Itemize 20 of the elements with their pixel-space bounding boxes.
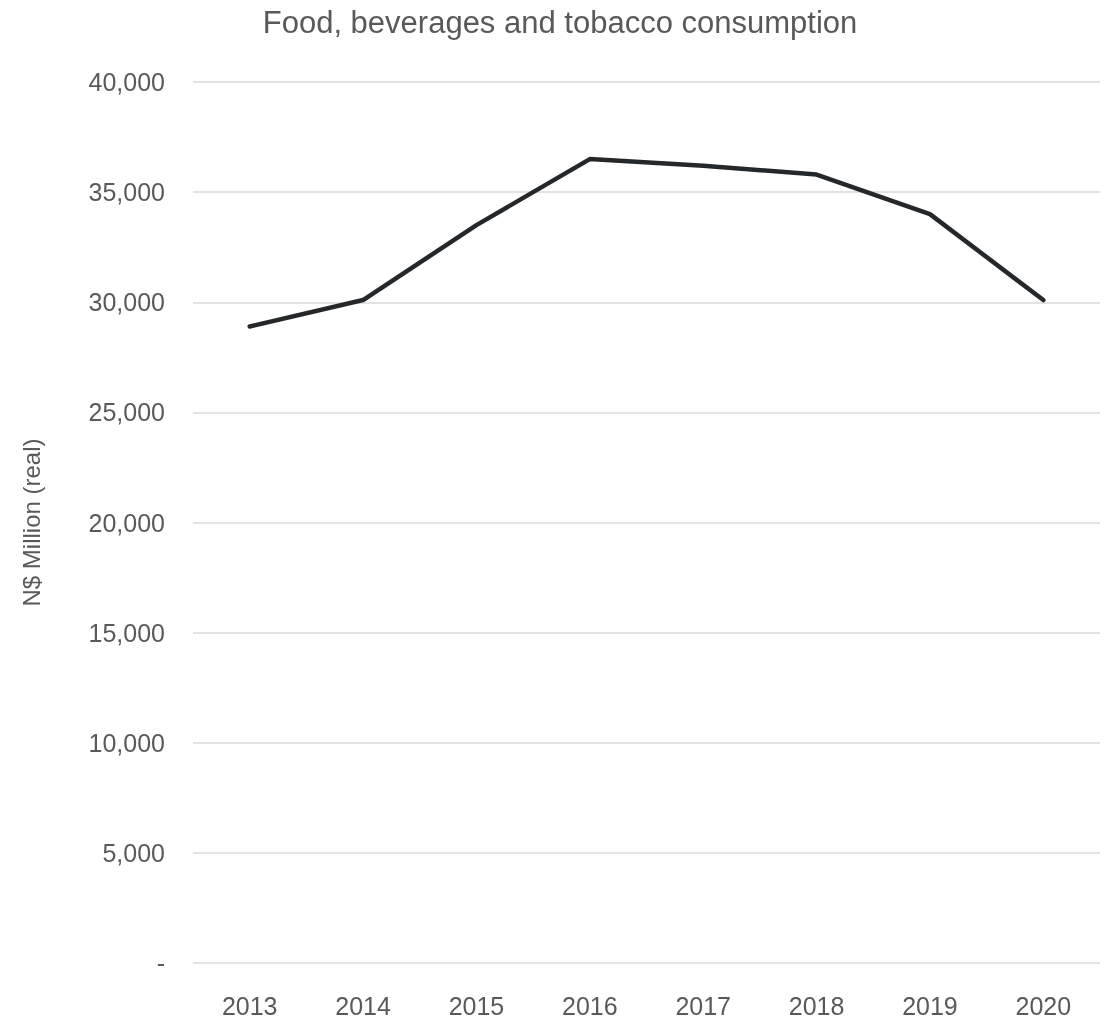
x-tick-label: 2020	[1015, 991, 1072, 1020]
y-tick-label: 5,000	[102, 838, 165, 867]
y-tick-label: 15,000	[88, 618, 165, 647]
x-tick-label: 2017	[675, 991, 731, 1020]
x-tick-label: 2013	[221, 991, 278, 1020]
x-tick-label: 2014	[335, 991, 391, 1020]
y-tick-label: 20,000	[88, 508, 165, 537]
y-tick-label: 30,000	[88, 288, 165, 317]
y-axis-title: N$ Million (real)	[17, 438, 45, 607]
chart-title: Food, beverages and tobacco consumption	[262, 5, 858, 40]
y-tick-label: 10,000	[88, 728, 165, 757]
x-tick-label: 2015	[448, 991, 505, 1020]
y-tick-label: 40,000	[88, 68, 165, 96]
x-tick-label: 2019	[902, 991, 958, 1020]
y-tick-label: -	[156, 949, 165, 977]
y-tick-label: 25,000	[88, 398, 165, 427]
x-tick-label: 2018	[788, 991, 845, 1020]
x-tick-label: 2016	[562, 991, 618, 1020]
y-tick-label: 35,000	[88, 178, 165, 207]
line-series	[247, 156, 1046, 329]
